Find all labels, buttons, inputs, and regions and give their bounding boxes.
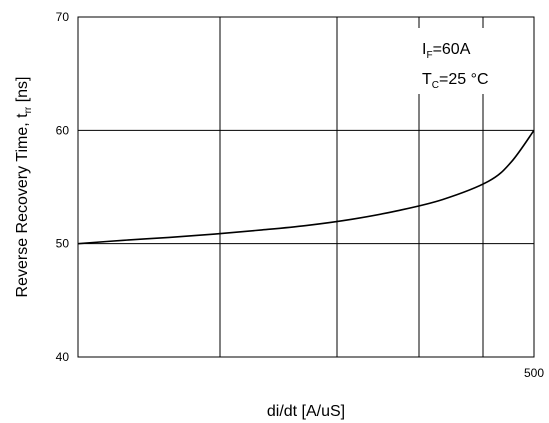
plot-frame bbox=[77, 16, 535, 358]
series-line bbox=[77, 129, 535, 245]
y-axis-label: Reverse Recovery Time, trr [ns] bbox=[14, 77, 34, 298]
annotation-current-rest: =60A bbox=[433, 41, 471, 58]
annotation-temp-sub: C bbox=[432, 80, 439, 91]
y-axis-label-sub: rr bbox=[23, 106, 34, 113]
y-tick-label: 70 bbox=[56, 10, 70, 24]
grid-hlines bbox=[78, 129, 534, 245]
y-axis-label-main: Reverse Recovery Time, t bbox=[14, 113, 31, 298]
y-tick-label: 50 bbox=[56, 237, 70, 251]
x-axis-label: di/dt [A/uS] bbox=[267, 403, 345, 420]
annotation-box bbox=[418, 28, 508, 94]
annotation-current-main: I bbox=[422, 41, 426, 58]
annotation-current-sub: F bbox=[426, 50, 432, 61]
annotation-current: IF=60A bbox=[422, 41, 471, 61]
y-tick-labels: 40 50 60 70 bbox=[56, 10, 70, 364]
y-tick-label: 40 bbox=[56, 350, 70, 364]
annotation-temp-main: T bbox=[422, 71, 432, 88]
annotation-temp: TC=25 °C bbox=[422, 71, 489, 91]
x-tick-labels: 500 bbox=[524, 366, 544, 380]
annotation-temp-rest: =25 °C bbox=[439, 71, 489, 88]
y-axis-label-unit: [ns] bbox=[14, 77, 31, 107]
x-tick-label: 500 bbox=[524, 366, 544, 380]
y-tick-label: 60 bbox=[56, 123, 70, 137]
